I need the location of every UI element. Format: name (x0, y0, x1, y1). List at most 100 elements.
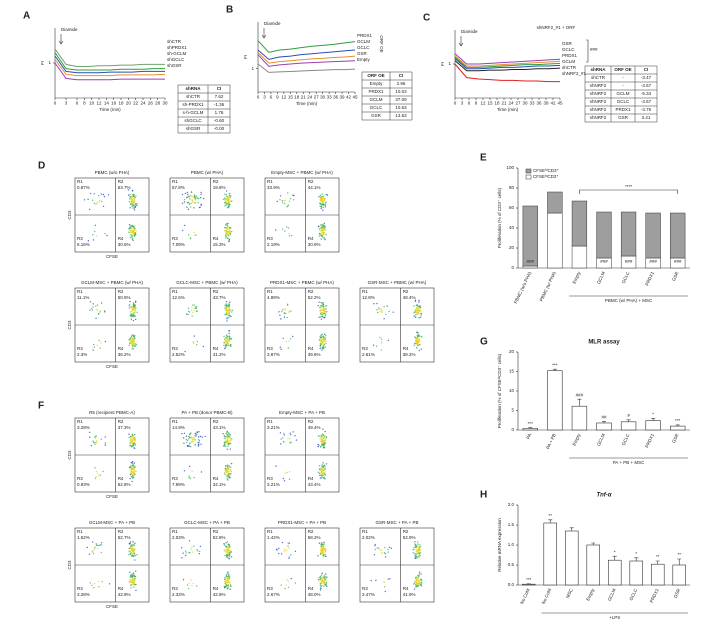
event-dot (101, 200, 103, 203)
x-tick-label: 9 (276, 95, 279, 100)
quadrant-value: 2.02% (362, 535, 375, 540)
event-dot (226, 224, 229, 226)
event-dot (416, 541, 419, 543)
legend-label: GCLC (562, 47, 575, 52)
quadrant-name: R2 (118, 179, 124, 184)
event-dot (130, 228, 133, 230)
event-dot (134, 438, 136, 441)
event-dot (227, 549, 230, 552)
event-dot (186, 441, 188, 444)
y-axis-label: CD3 (67, 210, 72, 219)
event-dot (130, 587, 132, 589)
x-tick-label: 3 (461, 101, 464, 106)
y-tick-label: 15 (509, 369, 515, 374)
x-tick-label: GCLC (621, 432, 631, 446)
event-dot (325, 437, 328, 439)
event-dot (276, 200, 278, 203)
event-dot (324, 229, 327, 231)
event-dot (230, 551, 233, 553)
event-dot (318, 225, 320, 227)
y-tick-label: 1.0 (508, 542, 515, 547)
event-dot (225, 584, 227, 586)
event-dot (134, 229, 136, 231)
event-dot (228, 240, 230, 242)
event-dot (135, 203, 137, 205)
event-dot (323, 543, 325, 545)
event-dot (129, 193, 131, 196)
event-dot (319, 233, 321, 235)
table-cell: shNRF2 (590, 83, 607, 88)
y-tick-label: 1 (251, 66, 254, 71)
event-dot (227, 305, 230, 307)
event-dot (134, 305, 136, 307)
event-dot (283, 200, 285, 202)
y-tick-label: 10 (509, 388, 515, 393)
event-dot (193, 304, 196, 306)
quadrant-value: 0.93% (77, 482, 90, 487)
event-dot (128, 339, 131, 342)
event-dot (224, 582, 226, 585)
event-dot (227, 435, 229, 437)
legend-label: GCLM (562, 59, 575, 64)
quadrant-name: R3 (77, 346, 83, 351)
x-tick-label: 18 (118, 101, 124, 106)
event-dot (132, 302, 135, 304)
event-dot (187, 438, 190, 440)
series-line (54, 59, 166, 77)
event-dot (324, 553, 326, 556)
event-dot (87, 198, 89, 201)
event-dot (227, 344, 230, 346)
event-dot (413, 546, 415, 549)
event-dot (318, 316, 320, 318)
event-dot (129, 311, 131, 313)
event-dot (133, 193, 135, 196)
event-dot (129, 198, 131, 201)
event-dot (324, 581, 326, 583)
event-dot (132, 227, 135, 229)
event-dot (227, 543, 230, 545)
event-dot (383, 552, 386, 554)
significance: * (635, 551, 637, 556)
event-dot (226, 541, 229, 543)
event-dot (188, 476, 190, 479)
panel-label: E (480, 153, 487, 164)
event-dot (280, 348, 282, 350)
event-dot (326, 194, 329, 196)
x-tick-label: GCLC (621, 270, 631, 284)
annotation: Diamide (264, 21, 281, 26)
event-dot (95, 305, 97, 307)
event-dot (192, 304, 194, 306)
plot-title: PRDX1-MSC + PA + PB (278, 520, 326, 525)
event-dot (132, 574, 135, 576)
event-dot (130, 341, 132, 343)
event-dot (317, 580, 320, 582)
quadrant-name: R4 (403, 346, 409, 351)
event-dot (322, 440, 325, 443)
event-dot (194, 199, 196, 201)
plot-title: GSR-MSC + PBMC (w/ PHA) (368, 280, 427, 285)
quadrant-value: 52.9% (403, 535, 416, 540)
event-dot (134, 301, 137, 303)
quadrant-value: 12.6% (172, 295, 185, 300)
quadrant-value: 2.52% (172, 352, 185, 357)
event-dot (193, 194, 195, 196)
event-dot (375, 345, 378, 347)
event-dot (228, 434, 230, 436)
panel-label: G (480, 337, 488, 348)
event-dot (413, 310, 416, 312)
event-dot (130, 473, 132, 475)
legend-label: shGCLC (167, 57, 185, 62)
event-dot (224, 308, 226, 310)
event-dot (229, 345, 231, 347)
series-line (257, 40, 356, 53)
event-dot (320, 309, 323, 311)
event-dot (322, 229, 324, 231)
event-dot (324, 430, 326, 433)
event-dot (325, 583, 328, 585)
event-dot (376, 547, 378, 549)
event-dot (229, 584, 232, 586)
x-tick-label: Empty (571, 270, 581, 284)
event-dot (320, 301, 322, 304)
event-dot (227, 438, 229, 440)
